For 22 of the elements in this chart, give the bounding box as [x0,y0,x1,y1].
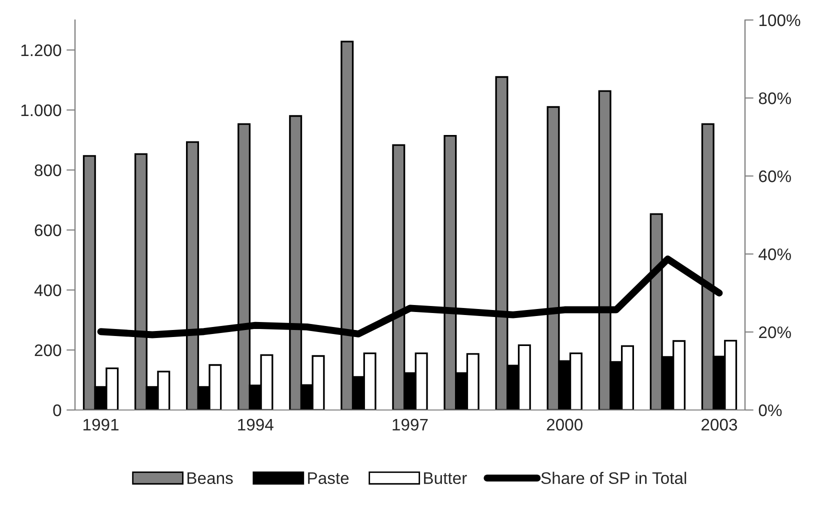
legend-label: Butter [424,472,467,484]
y2-tick-label: 100% [759,14,800,26]
x-tick-label: 1994 [238,418,274,431]
y2-tick-label: 60% [759,170,791,182]
y-tick-label: 1.000 [21,104,62,116]
y2-tick-label: 80% [758,92,791,104]
legend-label: Beans [188,472,233,484]
y-tick-label: 800 [34,164,62,176]
x-tick-label: 1991 [84,418,118,431]
y2-tick-label: 40% [758,248,791,260]
y2-tick-label: 0% [758,404,782,416]
y2-tick-label: 20% [759,326,791,338]
y-tick-label: 1.200 [21,44,62,56]
y-tick-label: 400 [34,284,62,296]
y-tick-label: 600 [34,224,62,236]
x-tick-label: 2000 [546,418,583,431]
x-tick-label: 1997 [392,418,428,431]
y-tick-label: 0 [53,404,62,416]
legend-label: Paste [308,472,349,484]
y-tick-label: 200 [34,344,62,356]
x-tick-label: 2003 [702,418,738,431]
legend-label: Share of SP in Total [541,472,686,484]
